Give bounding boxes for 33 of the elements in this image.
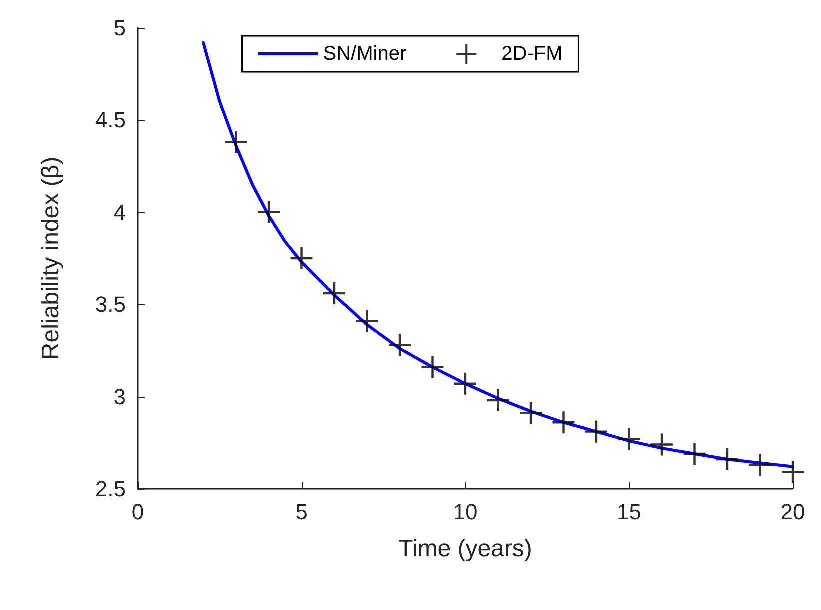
point bbox=[389, 334, 411, 356]
point bbox=[552, 412, 575, 434]
point bbox=[422, 356, 444, 378]
x-tick-label: 10 bbox=[453, 500, 478, 524]
point bbox=[258, 201, 280, 224]
x-tick-label: 20 bbox=[780, 500, 806, 524]
point bbox=[290, 248, 313, 270]
point bbox=[618, 428, 640, 450]
point bbox=[716, 448, 738, 470]
point bbox=[324, 282, 346, 305]
y-axis-title: Reliability index (β) bbox=[38, 156, 64, 360]
point bbox=[586, 420, 608, 443]
y-tick-label: 3.5 bbox=[95, 292, 126, 318]
point bbox=[356, 310, 378, 332]
x-tick-label: 5 bbox=[296, 500, 308, 524]
legend-label: SN/Miner bbox=[323, 43, 407, 65]
y-tick-label: 4.5 bbox=[95, 108, 126, 133]
point bbox=[225, 131, 248, 154]
point bbox=[749, 454, 772, 476]
point bbox=[487, 389, 510, 412]
x-tick-label: 0 bbox=[132, 500, 144, 524]
point bbox=[684, 442, 706, 465]
point bbox=[454, 372, 476, 395]
y-tick-label: 3 bbox=[114, 384, 126, 410]
point bbox=[651, 434, 673, 456]
legend-label: 2D-FM bbox=[502, 43, 563, 65]
x-tick-label: 15 bbox=[617, 500, 642, 524]
y-tick-label: 4 bbox=[114, 200, 126, 225]
y-tick-label: 5 bbox=[114, 16, 126, 40]
point bbox=[520, 402, 542, 424]
x-axis-title: Time (years) bbox=[398, 536, 532, 562]
point bbox=[782, 461, 804, 484]
y-tick-label: 2.5 bbox=[95, 476, 126, 502]
